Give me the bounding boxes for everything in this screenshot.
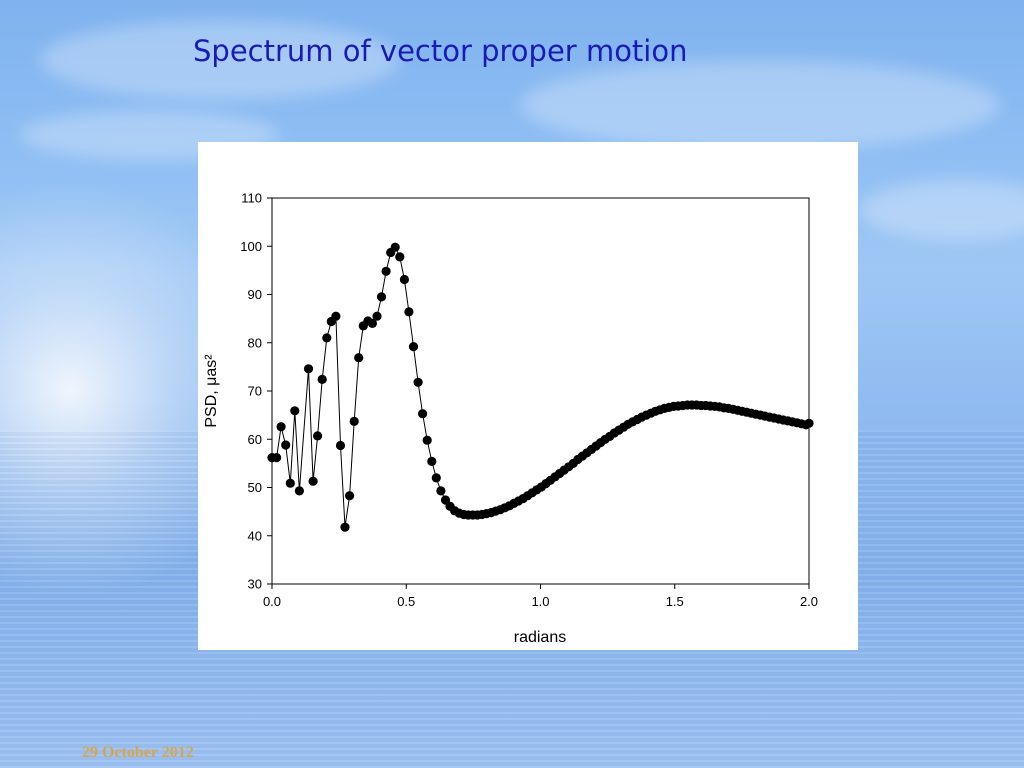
slide-title: Spectrum of vector proper motion — [193, 34, 688, 68]
x-axis-ticks: 0.0 0.5 1.0 1.5 2.0 — [263, 584, 818, 609]
cloud — [860, 180, 1024, 240]
data-point — [331, 311, 341, 321]
data-point — [436, 486, 446, 496]
cloud — [520, 60, 1000, 150]
data-point — [431, 473, 441, 483]
data-point — [345, 491, 355, 501]
data-point — [395, 252, 405, 262]
x-tick-label: 2.0 — [800, 594, 818, 609]
data-point — [285, 478, 295, 488]
data-point — [367, 318, 377, 328]
data-point — [376, 292, 387, 302]
x-tick-label: 1.0 — [531, 594, 549, 609]
y-tick-label: 80 — [248, 335, 262, 350]
y-tick-label: 40 — [248, 528, 262, 543]
data-point — [349, 416, 359, 426]
data-point — [276, 422, 286, 432]
data-point — [404, 307, 414, 317]
footer-date: 29 October 2012 — [82, 744, 194, 761]
data-point — [335, 440, 346, 451]
x-axis-label: radians — [514, 629, 566, 646]
data-point — [340, 522, 350, 532]
data-point — [308, 476, 318, 486]
data-point — [281, 440, 291, 450]
y-tick-label: 60 — [248, 432, 262, 447]
y-axis-label: PSD, μas² — [203, 354, 220, 428]
cloud — [40, 20, 400, 100]
data-point — [294, 486, 304, 496]
data-point — [399, 274, 409, 285]
data-point — [322, 333, 332, 343]
y-tick-label: 50 — [248, 480, 262, 495]
x-tick-label: 0.0 — [263, 594, 281, 609]
chart-panel: 30 40 50 60 70 80 90 100 110 0.0 0.5 1.0 1.5 2.0 rad… — [198, 142, 858, 650]
data-point — [381, 266, 391, 276]
y-axis-ticks: 30 40 50 60 70 80 90 100 110 — [240, 191, 272, 592]
data-point — [354, 353, 364, 363]
data-point — [422, 435, 432, 445]
y-tick-label: 110 — [241, 191, 262, 206]
data-point — [313, 431, 323, 441]
data-point — [804, 418, 814, 428]
y-tick-label: 100 — [240, 239, 262, 254]
x-tick-label: 1.5 — [666, 594, 684, 609]
data-point — [408, 342, 419, 352]
x-tick-label: 0.5 — [397, 594, 415, 609]
psd-chart: 30 40 50 60 70 80 90 100 110 0.0 0.5 1.0 1.5 2.0 rad… — [203, 191, 818, 647]
data-point — [372, 311, 382, 321]
data-point — [290, 406, 300, 416]
data-point — [427, 456, 437, 466]
data-point — [418, 409, 428, 419]
series-points — [267, 242, 814, 532]
data-point — [272, 453, 282, 463]
data-point — [303, 364, 314, 374]
data-point — [390, 242, 400, 252]
y-tick-label: 70 — [248, 384, 262, 399]
data-point — [317, 374, 327, 384]
y-tick-label: 90 — [248, 287, 262, 302]
plot-frame — [271, 197, 810, 585]
y-tick-label: 30 — [248, 577, 262, 592]
data-point — [413, 377, 423, 387]
